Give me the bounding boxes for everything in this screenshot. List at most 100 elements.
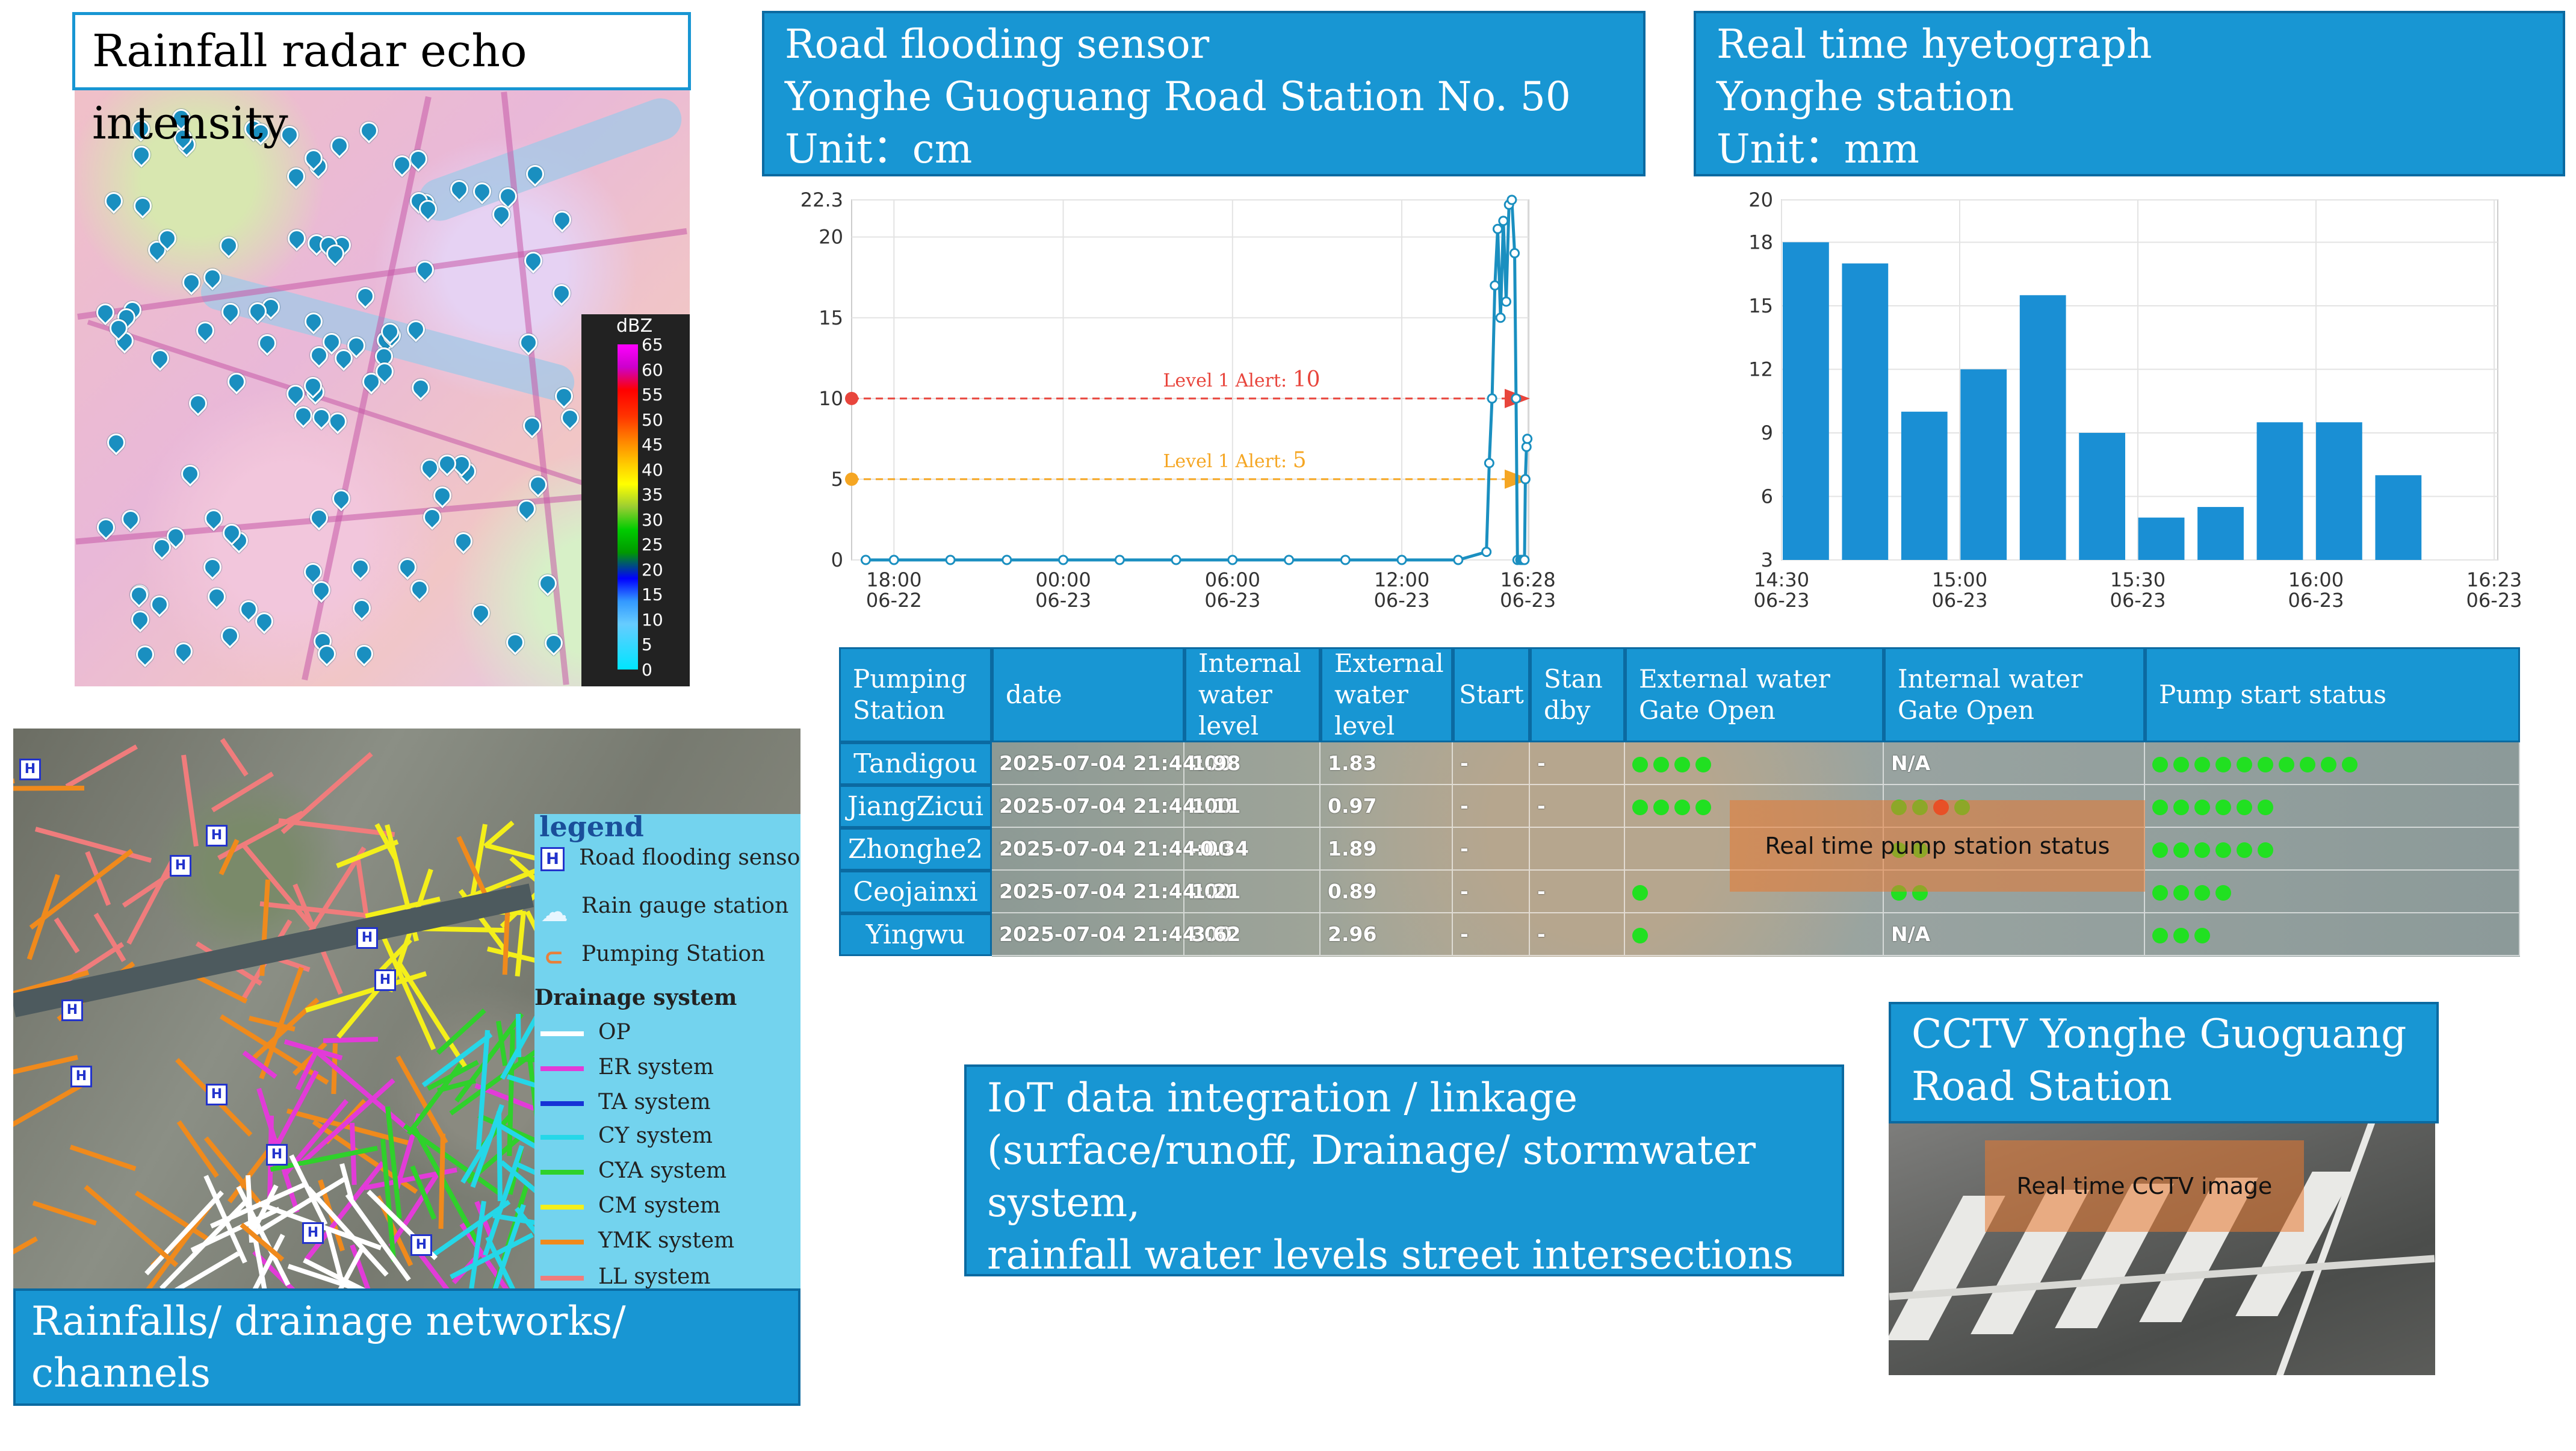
data-point	[1522, 433, 1533, 444]
dbz-tick-label: 0	[642, 660, 652, 680]
legend-row: YMK system	[540, 1228, 734, 1253]
flood-sensor-title-line2: Yonghe Guoguang Road Station No. 50	[785, 73, 1571, 120]
station-pin	[351, 641, 377, 667]
status-dot-green	[1632, 799, 1648, 815]
legend-swatch	[540, 1276, 584, 1281]
legend-swatch	[540, 1066, 584, 1071]
drainage-line	[13, 1236, 38, 1288]
legend-label: YMK system	[598, 1228, 735, 1253]
status-dot-green	[2173, 799, 2189, 815]
dbz-tick-label: 5	[642, 635, 652, 655]
flood-level-chart[interactable]: 0510152022.318:0006-2200:0006-2306:0006-…	[782, 187, 1625, 620]
drainage-line	[515, 910, 526, 977]
standby-cell: -	[1530, 742, 1625, 785]
legend-label: Road flooding sensor	[579, 845, 800, 870]
start-cell: -	[1453, 828, 1530, 871]
status-dot-green	[1632, 927, 1648, 943]
alert-label: Level 1 Alert: 10	[1163, 367, 1321, 392]
status-dot-green	[2258, 799, 2273, 815]
drainage-line	[13, 1080, 89, 1137]
station-pin	[407, 374, 433, 401]
road-flood-sensor-marker: H	[356, 927, 378, 949]
rain-bar	[1842, 263, 1889, 560]
station-pin	[515, 329, 541, 356]
status-dot-green	[2194, 842, 2210, 858]
station-pin	[192, 317, 218, 344]
status-dot-green	[2321, 756, 2336, 772]
pump-date-cell: 2025-07-04 21:44:00	[992, 913, 1232, 956]
x-tick-time: 15:00	[1932, 568, 1987, 591]
drainage-line	[379, 933, 436, 1051]
drainage-legend: legend H Road flooding sensor ☁ Rain gauge …	[534, 814, 800, 1288]
drainage-line	[13, 1054, 78, 1081]
legend-row: LL system	[540, 1264, 710, 1288]
rain-bar	[1960, 369, 2007, 560]
standby-cell: -	[1530, 871, 1625, 913]
cctv-title-box: CCTV Yonghe Guoguang Road Station	[1889, 1002, 2439, 1123]
river	[412, 92, 688, 227]
y-tick-label: 22.3	[800, 188, 843, 211]
drainage-line	[84, 1185, 178, 1267]
hyetograph-title-line2: Yonghe station	[1717, 73, 2014, 120]
data-point	[1521, 441, 1532, 452]
station-pin	[549, 207, 575, 233]
pump-station-name: Yingwu	[839, 913, 992, 956]
iot-line2: (surface/runoff, Drainage/ stormwater sy…	[987, 1127, 1756, 1226]
station-pin	[348, 595, 375, 621]
x-tick-date: 06-23	[2466, 589, 2522, 612]
external-level-cell: 0.89	[1321, 871, 1453, 913]
legend-title: legend	[539, 814, 644, 843]
drainage-caption-box: Rainfalls/ drainage networks/ channels m…	[13, 1288, 800, 1448]
station-pin	[306, 505, 332, 531]
drainage-line	[220, 738, 249, 777]
status-dot-green	[2258, 756, 2273, 772]
legend-row: ☁ Rain gauge station	[540, 893, 788, 928]
legend-row: H Road flooding sensor	[540, 845, 800, 871]
data-point	[1227, 555, 1238, 565]
road-flood-sensor-marker: H	[206, 825, 228, 847]
drainage-line	[65, 744, 138, 789]
pump-date-cell: 2025-07-04 21:44:00	[992, 785, 1232, 828]
drainage-line	[323, 1037, 379, 1043]
status-dot-green	[2279, 756, 2294, 772]
data-point	[1453, 555, 1464, 565]
station-pin	[129, 193, 156, 219]
drainage-line	[507, 1030, 516, 1157]
cctv-image[interactable]: Real time CCTV image	[1889, 1123, 2435, 1375]
pump-start-status	[2145, 785, 2520, 828]
external-level-cell: 0.97	[1321, 785, 1453, 828]
status-dot-green	[2194, 884, 2210, 901]
legend-row: OP	[540, 1020, 631, 1045]
road-flood-sensor-icon: H	[540, 847, 565, 871]
hyetograph-chart[interactable]: 3691215182014:3006-2315:0006-2315:3006-2…	[1715, 187, 2570, 620]
legend-label: LL system	[598, 1264, 711, 1288]
station-pin	[328, 485, 355, 511]
x-tick-time: 00:00	[1035, 568, 1091, 591]
station-pin	[352, 284, 378, 309]
status-dot-green	[2194, 927, 2210, 943]
status-dot-green	[2173, 884, 2189, 901]
legend-row: Drainage system	[534, 985, 737, 1010]
dbz-tick-label: 65	[642, 335, 663, 355]
status-dot-green	[1674, 756, 1690, 772]
external-gate-status	[1625, 913, 1884, 956]
y-tick-label: 12	[1748, 358, 1773, 381]
drainage-line	[181, 754, 199, 847]
station-pin	[394, 554, 421, 580]
road-flood-sensor-marker: H	[410, 1234, 432, 1256]
x-tick-time: 06:00	[1205, 568, 1260, 591]
status-dot-green	[2258, 842, 2273, 858]
dbz-tick-label: 40	[642, 459, 663, 480]
internal-gate-status: N/A	[1884, 742, 2145, 785]
road-flood-sensor-marker: H	[19, 759, 41, 780]
legend-label: CM system	[598, 1193, 721, 1218]
rain-bar	[2375, 475, 2422, 560]
data-point	[1501, 296, 1511, 307]
dbz-tick-label: 55	[642, 385, 663, 405]
station-pin	[177, 461, 203, 487]
x-tick-time: 16:23	[2466, 568, 2522, 591]
status-dot-green	[2237, 842, 2252, 858]
internal-level-cell: -0.34	[1184, 828, 1321, 871]
legend-label: CYA system	[598, 1158, 727, 1183]
drainage-line	[355, 856, 370, 921]
